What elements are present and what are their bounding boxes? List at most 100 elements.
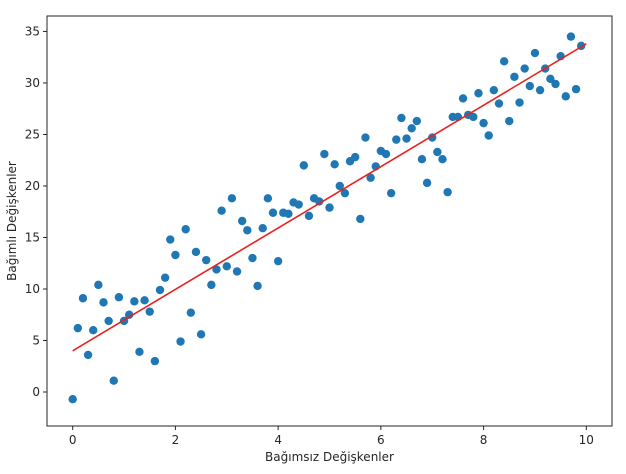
y-tick-label: 25 — [25, 127, 40, 141]
data-point — [130, 297, 139, 306]
x-tick-label: 6 — [377, 433, 385, 447]
y-tick-label: 0 — [32, 385, 40, 399]
data-point — [89, 325, 98, 335]
data-point — [392, 135, 401, 144]
x-tick-label: 8 — [480, 433, 488, 447]
data-point — [561, 92, 570, 101]
data-point — [248, 253, 257, 263]
data-point — [217, 206, 226, 215]
data-point — [315, 197, 324, 206]
data-point — [176, 337, 185, 346]
y-tick-label: 30 — [25, 76, 40, 90]
data-point — [402, 134, 411, 143]
data-point — [135, 347, 144, 357]
y-tick-label: 20 — [25, 179, 40, 193]
data-point — [320, 149, 329, 159]
data-point — [412, 116, 422, 126]
y-tick-label: 10 — [25, 282, 40, 296]
y-axis-ticks: 0 5 10 15 20 25 30 35 — [25, 24, 47, 399]
data-point — [109, 376, 118, 385]
data-point — [350, 152, 360, 162]
data-point — [407, 124, 416, 133]
data-point — [145, 307, 154, 316]
data-point — [83, 350, 93, 360]
data-point — [335, 181, 344, 191]
data-point — [304, 211, 314, 221]
data-point — [237, 216, 247, 226]
data-point — [181, 225, 190, 234]
x-axis-ticks: 0 2 4 6 8 10 — [69, 426, 594, 447]
data-point — [202, 255, 211, 265]
data-point — [386, 188, 396, 198]
data-point — [196, 330, 206, 339]
data-point — [73, 323, 83, 333]
data-point — [78, 294, 88, 303]
data-point — [114, 293, 124, 302]
data-point — [356, 214, 365, 224]
data-point — [160, 273, 170, 282]
data-point — [340, 188, 350, 198]
data-point — [433, 147, 442, 157]
x-tick-label: 4 — [274, 433, 282, 447]
y-tick-label: 15 — [25, 230, 40, 244]
data-point — [99, 298, 108, 307]
plot-frame — [46, 15, 613, 427]
data-point — [417, 154, 427, 164]
y-axis-label: Bağımlı Değişkenler — [5, 161, 19, 281]
data-point — [171, 250, 180, 260]
y-tick-label: 35 — [25, 24, 40, 38]
data-point — [499, 57, 509, 66]
data-point — [566, 32, 576, 41]
data-point — [443, 187, 452, 197]
data-point — [104, 316, 113, 326]
data-point — [258, 224, 267, 233]
x-axis-label: Bağımsız Değişkenler — [265, 450, 394, 464]
data-point — [494, 99, 504, 108]
data-point — [546, 74, 555, 84]
data-point — [186, 308, 196, 317]
data-point — [505, 116, 514, 126]
data-point — [458, 94, 468, 103]
data-point — [294, 200, 303, 209]
fit-line-layer — [72, 43, 587, 352]
data-point — [325, 203, 334, 212]
data-point — [469, 112, 478, 122]
data-point — [94, 280, 103, 290]
data-point — [68, 395, 77, 404]
data-point — [150, 356, 160, 366]
data-point — [422, 178, 432, 188]
data-point — [166, 235, 175, 244]
data-point — [366, 173, 375, 182]
data-point — [243, 226, 252, 235]
data-point — [535, 85, 545, 95]
data-point — [571, 84, 581, 94]
data-point — [263, 194, 273, 203]
data-point — [212, 265, 221, 274]
data-point — [474, 89, 483, 98]
data-point — [155, 285, 165, 295]
data-point — [515, 98, 524, 107]
data-point — [299, 161, 309, 170]
data-point — [273, 256, 283, 266]
data-point — [479, 118, 488, 128]
x-tick-label: 0 — [69, 433, 77, 447]
y-tick-label: 5 — [32, 333, 40, 347]
data-point — [232, 267, 242, 276]
data-point — [361, 133, 370, 142]
data-point — [140, 296, 149, 305]
data-point — [530, 48, 540, 58]
data-point — [510, 72, 519, 81]
x-tick-label: 10 — [579, 433, 594, 447]
data-point — [397, 113, 406, 123]
data-point — [438, 154, 447, 164]
data-point — [484, 131, 493, 140]
data-point — [284, 209, 293, 218]
regression-line — [72, 43, 587, 352]
data-point — [330, 160, 339, 169]
data-point — [525, 81, 535, 91]
x-tick-label: 2 — [172, 433, 180, 447]
data-point — [191, 247, 201, 257]
data-point — [253, 281, 262, 291]
